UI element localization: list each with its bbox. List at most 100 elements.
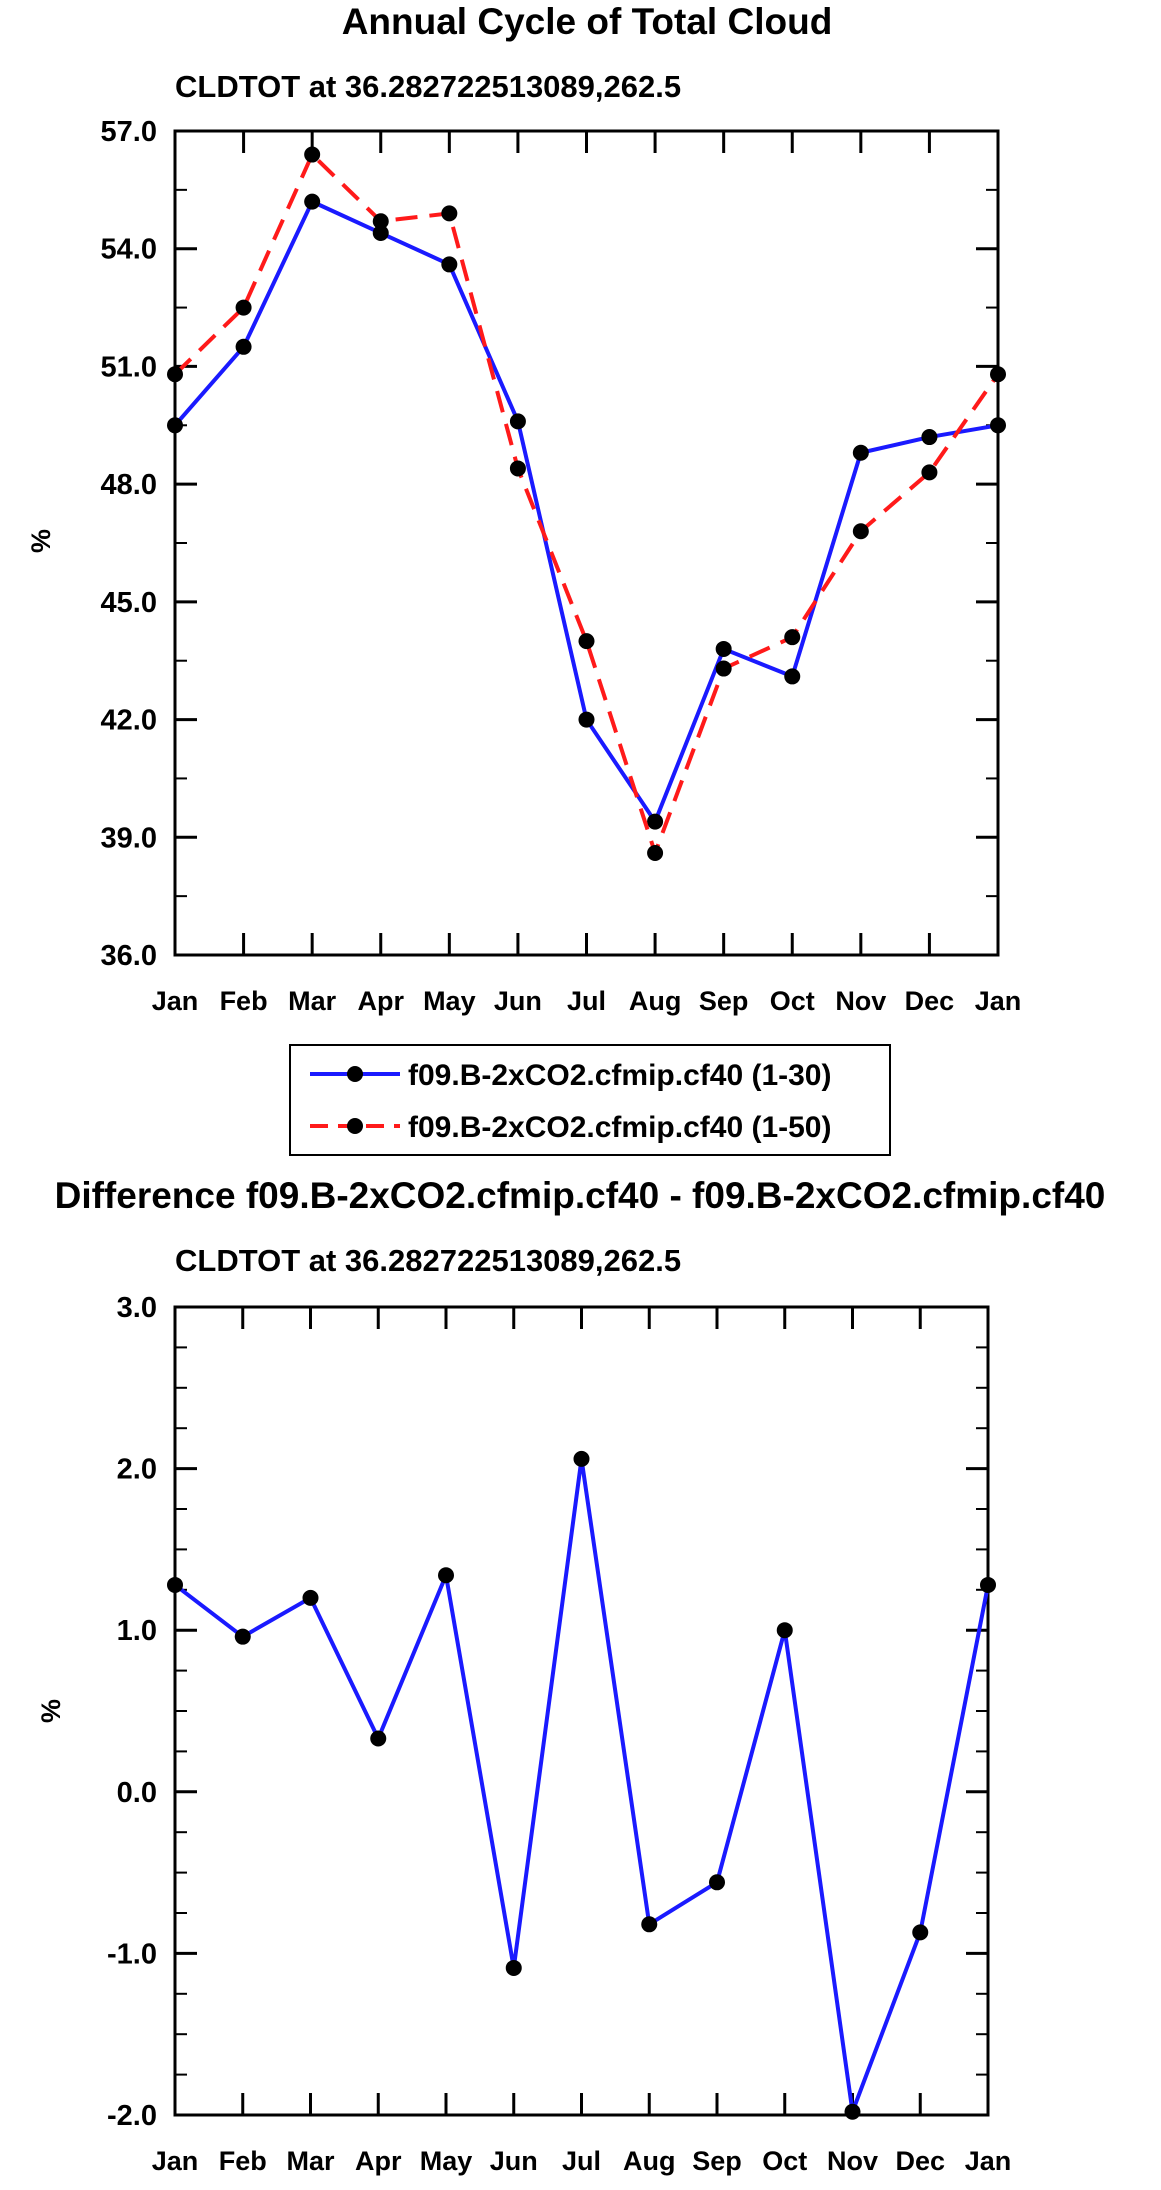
y-tick-label: 0.0	[117, 1777, 157, 1809]
x-tick-label: Jan	[152, 986, 199, 1016]
data-point	[990, 417, 1006, 434]
x-tick-label: May	[423, 986, 476, 1016]
data-point	[372, 225, 389, 242]
data-point	[167, 366, 183, 383]
data-point	[509, 413, 526, 430]
x-tick-label: Jul	[562, 2146, 601, 2176]
legend-box	[289, 1044, 891, 1156]
x-tick-label: Apr	[358, 986, 405, 1016]
x-tick-label: Feb	[219, 2146, 267, 2176]
x-tick-label: Nov	[835, 986, 886, 1016]
data-point	[852, 444, 869, 461]
data-point	[509, 460, 526, 477]
x-tick-label: Feb	[220, 986, 268, 1016]
legend: f09.B-2xCO2.cfmip.cf40 (1-30) f09.B-2xCO2…	[289, 1044, 891, 1156]
chart-title: Annual Cycle of Total Cloud	[342, 1, 833, 42]
series-line	[173, 199, 999, 824]
data-point	[647, 844, 664, 861]
data-point	[234, 1628, 251, 1645]
y-axis-label: %	[26, 529, 56, 553]
legend-marker	[347, 1066, 363, 1082]
chart-subtitle: CLDTOT at 36.282722513089,262.5	[175, 1243, 681, 1278]
data-point	[304, 193, 321, 210]
data-point	[505, 1959, 522, 1976]
x-tick-label: Jun	[490, 2146, 538, 2176]
y-axis-label: %	[36, 1699, 66, 1723]
bottom-chart: Difference f09.B-2xCO2.cfmip.cf40 - f09.…	[36, 1175, 1105, 2176]
x-tick-label: Nov	[827, 2146, 878, 2176]
data-point	[578, 633, 595, 650]
data-point	[167, 1576, 183, 1593]
data-point	[304, 146, 321, 163]
data-point	[573, 1450, 590, 1467]
x-tick-label: Mar	[286, 2146, 335, 2176]
data-point	[647, 813, 664, 830]
data-point	[784, 629, 801, 646]
y-tick-label: 51.0	[101, 351, 157, 383]
plot-frame	[173, 1305, 990, 2117]
y-tick-label: 42.0	[101, 705, 157, 737]
data-point	[370, 1730, 387, 1747]
data-point	[715, 660, 732, 677]
x-tick-label: Jan	[965, 2146, 1012, 2176]
x-tick-label: Jan	[975, 986, 1022, 1016]
chart-subtitle: CLDTOT at 36.282722513089,262.5	[175, 69, 681, 104]
y-tick-label: 1.0	[117, 1615, 157, 1647]
y-tick-label: 36.0	[101, 940, 157, 972]
x-tick-label: Jan	[152, 2146, 199, 2176]
data-point	[372, 213, 389, 230]
y-tick-label: 45.0	[101, 587, 157, 619]
data-point	[715, 640, 732, 657]
y-tick-label: -1.0	[107, 1938, 157, 1970]
legend-marker	[347, 1118, 363, 1134]
top-chart: Annual Cycle of Total Cloud CLDTOT at 36.…	[26, 1, 1021, 1016]
data-point	[990, 366, 1006, 383]
data-point	[776, 1622, 793, 1639]
data-point	[980, 1576, 996, 1593]
series-line	[173, 1456, 990, 2114]
data-point	[921, 464, 938, 481]
data-point	[235, 299, 252, 316]
series-line	[173, 152, 1000, 855]
y-tick-label: 54.0	[101, 234, 157, 266]
data-point	[235, 338, 252, 355]
legend-label: f09.B-2xCO2.cfmip.cf40 (1-50)	[408, 1111, 832, 1144]
data-point	[438, 1567, 454, 1584]
y-tick-label: 39.0	[101, 822, 157, 854]
data-point	[167, 417, 183, 434]
x-tick-label: Sep	[699, 986, 749, 1016]
x-tick-label: Mar	[288, 986, 337, 1016]
x-tick-label: Jul	[567, 986, 606, 1016]
data-point	[441, 205, 458, 222]
data-point	[852, 523, 869, 540]
data-point	[912, 1924, 929, 1941]
data-point	[844, 2103, 861, 2120]
x-tick-label: Dec	[895, 2146, 945, 2176]
y-tick-label: -2.0	[107, 2100, 157, 2132]
x-tick-label: Oct	[770, 986, 815, 1016]
x-tick-label: Dec	[905, 986, 955, 1016]
data-point	[441, 256, 458, 273]
chart-title: Difference f09.B-2xCO2.cfmip.cf40 - f09.…	[55, 1175, 1106, 1216]
data-point	[641, 1916, 658, 1933]
x-tick-label: May	[420, 2146, 473, 2176]
data-point	[578, 711, 595, 728]
data-point	[302, 1589, 319, 1606]
x-tick-label: Sep	[692, 2146, 742, 2176]
data-point	[709, 1874, 725, 1891]
y-tick-label: 2.0	[117, 1454, 157, 1486]
x-tick-label: Aug	[629, 986, 681, 1016]
x-tick-label: Jun	[494, 986, 542, 1016]
x-tick-label: Aug	[623, 2146, 675, 2176]
plot-frame	[173, 129, 1000, 957]
y-tick-label: 57.0	[101, 116, 157, 148]
y-tick-label: 3.0	[117, 1292, 157, 1324]
x-tick-label: Oct	[762, 2146, 807, 2176]
data-point	[784, 668, 801, 685]
y-tick-label: 48.0	[101, 469, 157, 501]
data-point	[921, 429, 938, 446]
legend-label: f09.B-2xCO2.cfmip.cf40 (1-30)	[408, 1059, 832, 1092]
x-tick-label: Apr	[355, 2146, 402, 2176]
